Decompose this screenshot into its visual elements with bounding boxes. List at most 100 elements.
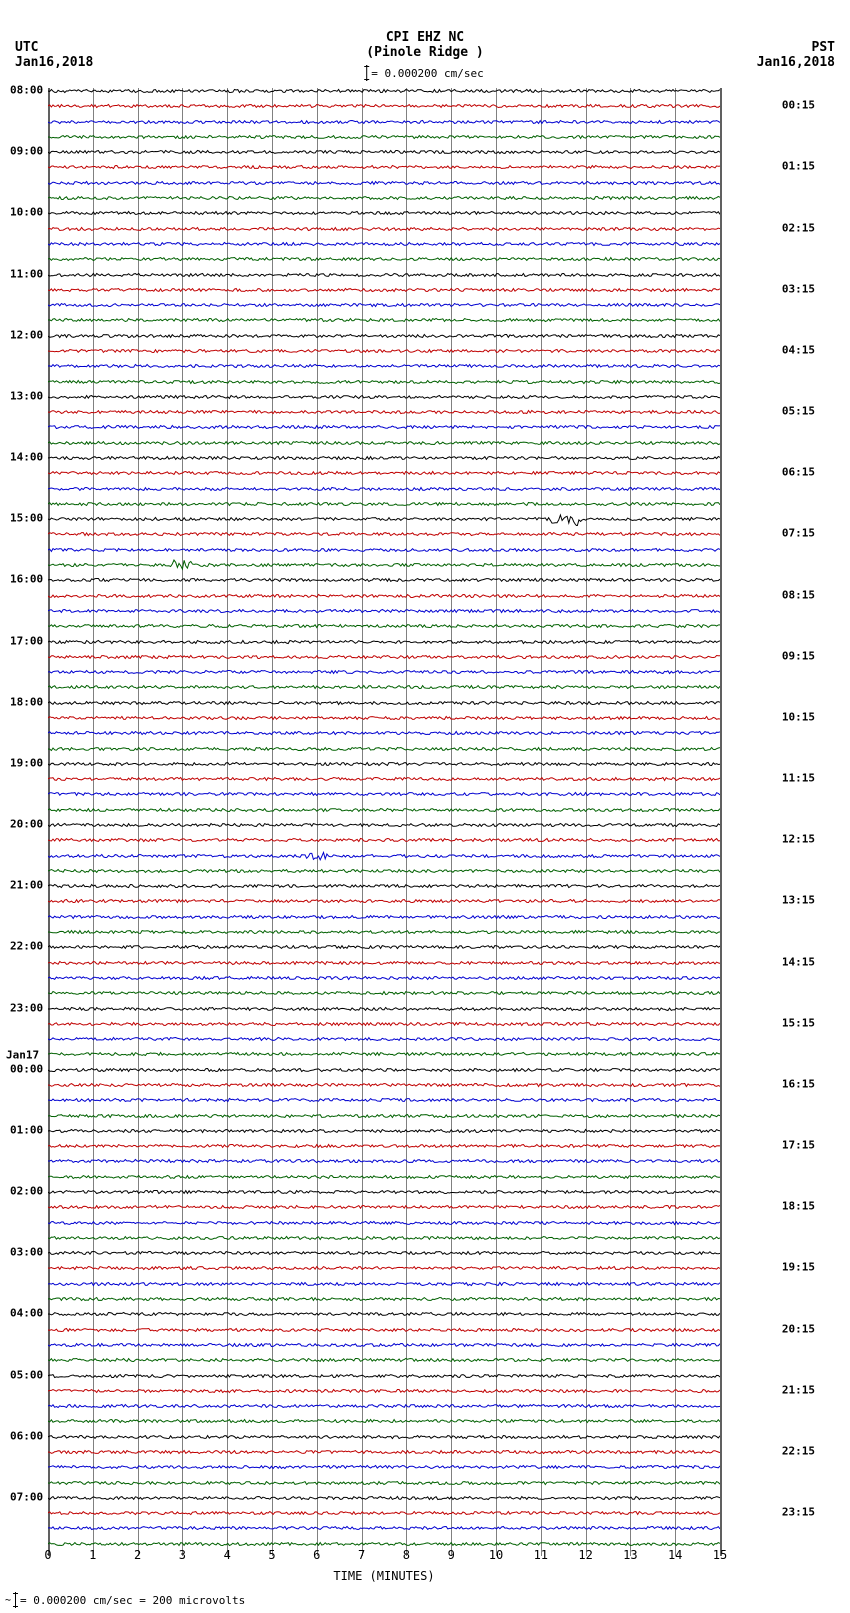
seismic-trace — [48, 839, 720, 841]
seismic-trace — [48, 1329, 720, 1331]
seismic-trace — [48, 610, 720, 612]
seismic-trace — [48, 870, 720, 872]
seismic-trace — [48, 1191, 720, 1193]
seismic-trace — [48, 212, 720, 214]
seismic-trace — [48, 335, 720, 337]
pst-hour-label: 23:15 — [782, 1506, 815, 1519]
pst-hour-label: 16:15 — [782, 1077, 815, 1090]
utc-hour-label: 14:00 — [10, 451, 43, 464]
utc-hour-label: 10:00 — [10, 206, 43, 219]
seismic-trace — [48, 564, 720, 566]
seismic-trace — [48, 365, 720, 367]
seismic-trace — [48, 503, 720, 505]
seismic-trace — [48, 931, 720, 933]
seismic-trace — [48, 319, 720, 321]
seismic-trace — [48, 1145, 720, 1147]
seismic-trace — [48, 1420, 720, 1422]
pst-hour-label: 03:15 — [782, 282, 815, 295]
utc-hour-label: 03:00 — [10, 1246, 43, 1259]
utc-hour-label: 07:00 — [10, 1490, 43, 1503]
seismic-trace — [48, 182, 720, 184]
seismic-trace — [48, 1206, 720, 1208]
seismic-trace — [48, 992, 720, 994]
utc-hour-label: 05:00 — [10, 1368, 43, 1381]
x-tick-label: 15 — [713, 1548, 727, 1562]
seismic-trace — [48, 136, 720, 138]
utc-hour-label: 18:00 — [10, 695, 43, 708]
seismic-trace — [48, 1512, 720, 1514]
seismic-trace — [48, 1176, 720, 1178]
seismic-trace — [48, 885, 720, 887]
seismic-trace — [48, 1115, 720, 1117]
seismic-trace — [48, 488, 720, 490]
seismic-trace — [48, 641, 720, 643]
seismic-trace — [48, 1375, 720, 1377]
utc-hour-label: 19:00 — [10, 756, 43, 769]
pst-hour-label: 11:15 — [782, 772, 815, 785]
seismic-trace — [48, 105, 720, 107]
seismic-trace — [48, 1359, 720, 1361]
pst-hour-label: 07:15 — [782, 527, 815, 540]
utc-hour-label: 16:00 — [10, 573, 43, 586]
utc-hour-label: 21:00 — [10, 879, 43, 892]
x-axis: 0123456789101112131415 — [48, 1548, 720, 1568]
seismic-trace — [48, 748, 720, 750]
utc-hour-label: 08:00 — [10, 84, 43, 97]
seismic-trace — [48, 472, 720, 474]
seismic-trace — [48, 1099, 720, 1101]
seismic-trace — [48, 1543, 720, 1545]
x-tick-label: 7 — [358, 1548, 365, 1562]
x-tick-label: 14 — [668, 1548, 682, 1562]
seismic-trace — [48, 702, 720, 704]
utc-hour-label: 00:00 — [10, 1062, 43, 1075]
x-tick-label: 11 — [534, 1548, 548, 1562]
seismogram-container: UTC Jan16,2018 PST Jan16,2018 CPI EHZ NC… — [0, 0, 850, 1613]
seismic-trace — [48, 1482, 720, 1484]
pst-hour-label: 09:15 — [782, 649, 815, 662]
seismic-trace — [48, 1237, 720, 1239]
pst-hour-label: 21:15 — [782, 1383, 815, 1396]
seismic-trace — [48, 228, 720, 230]
utc-hour-label: 13:00 — [10, 389, 43, 402]
seismic-trace — [48, 625, 720, 627]
seismic-trace — [48, 1038, 720, 1040]
seismic-trace — [48, 962, 720, 964]
seismic-trace — [48, 533, 720, 535]
seismic-trace — [48, 396, 720, 398]
pst-hour-label: 22:15 — [782, 1444, 815, 1457]
seismic-trace — [48, 916, 720, 918]
utc-hour-label: 17:00 — [10, 634, 43, 647]
seismic-trace — [48, 1222, 720, 1224]
seismic-trace — [48, 274, 720, 276]
utc-hour-label: 23:00 — [10, 1001, 43, 1014]
utc-hour-label: 09:00 — [10, 145, 43, 158]
seismic-trace — [48, 1053, 720, 1055]
seismic-trace — [48, 442, 720, 444]
pst-hour-label: 17:15 — [782, 1139, 815, 1152]
scale-bar-icon — [366, 65, 367, 81]
x-tick-label: 0 — [44, 1548, 51, 1562]
seismic-trace — [48, 1252, 720, 1254]
pst-hour-label: 12:15 — [782, 833, 815, 846]
pst-hour-label: 15:15 — [782, 1016, 815, 1029]
seismic-trace — [48, 426, 720, 428]
seismic-trace — [48, 289, 720, 291]
seismic-trace — [48, 197, 720, 199]
seismic-trace — [48, 671, 720, 673]
seismogram-plot: 08:0009:0010:0011:0012:0013:0014:0015:00… — [48, 88, 720, 1556]
footer-scale-bar-icon — [15, 1592, 16, 1608]
station-location: (Pinole Ridge ) — [0, 45, 850, 60]
seismic-trace — [48, 243, 720, 245]
grid-line — [720, 88, 722, 1556]
x-tick-label: 8 — [403, 1548, 410, 1562]
utc-hour-label: 12:00 — [10, 328, 43, 341]
utc-hour-label: 04:00 — [10, 1307, 43, 1320]
x-tick-label: 6 — [313, 1548, 320, 1562]
seismic-trace — [48, 1436, 720, 1438]
station-title: CPI EHZ NC — [0, 30, 850, 45]
pst-hour-label: 14:15 — [782, 955, 815, 968]
seismic-trace — [48, 1008, 720, 1010]
seismic-trace — [48, 717, 720, 719]
seismic-trace — [48, 151, 720, 153]
date-marker: Jan17 — [6, 1048, 39, 1061]
